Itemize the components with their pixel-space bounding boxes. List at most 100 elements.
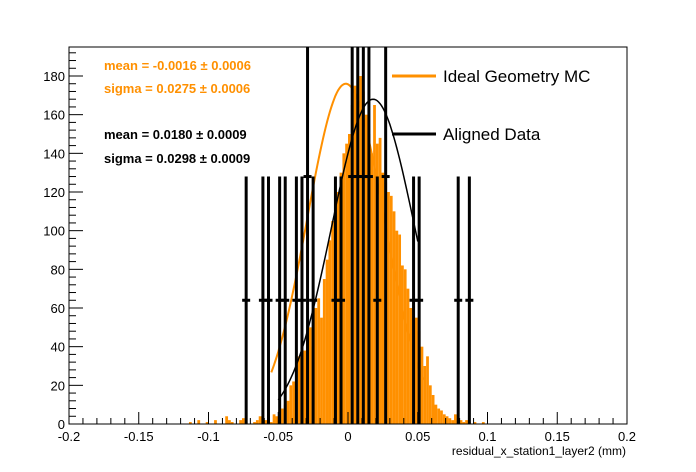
mc-bar [253, 422, 256, 424]
data-fit-curve [277, 98, 419, 401]
mc-bar [406, 288, 410, 424]
mc-bar [286, 400, 290, 424]
mc-bar [331, 221, 335, 424]
mc-bar [225, 416, 229, 424]
x-axis: -0.2 -0.15 -0.1 -0.05 0 0.05 0.1 0.15 0.2 [58, 412, 636, 444]
mc-bar [426, 356, 429, 424]
y-tick-label: 0 [58, 417, 65, 432]
mc-bar [389, 195, 393, 424]
mc-bar [314, 308, 318, 424]
mc-bar [228, 420, 231, 424]
mc-bar [437, 408, 441, 424]
x-tick-label: -0.1 [197, 429, 219, 444]
mc-bar [275, 416, 279, 424]
mc-bar [473, 422, 477, 424]
data-histogram [242, 47, 474, 424]
mc-bar [308, 327, 312, 424]
mc-bar [448, 418, 452, 424]
y-axis: 0 20 40 60 80 100 120 140 160 180 [43, 52, 83, 432]
mc-bar [381, 172, 385, 424]
legend-mc-label: Ideal Geometry MC [443, 67, 590, 86]
x-tick-label: 0 [344, 429, 351, 444]
data-mean-label: mean = 0.0180 ± 0.0009 [104, 127, 247, 142]
mc-bar [359, 76, 362, 424]
y-tick-label: 120 [43, 185, 65, 200]
x-tick-label: 0.15 [545, 429, 570, 444]
mc-bar [317, 298, 321, 424]
mc-bar [364, 114, 368, 425]
mc-bar [451, 420, 455, 424]
mc-bar [230, 422, 234, 424]
mc-bar [481, 422, 485, 424]
mc-bar [445, 416, 449, 424]
mc-bar [320, 317, 323, 424]
x-axis-title: residual_x_station1_layer2 (mm) [452, 444, 626, 458]
mc-bar [428, 385, 432, 424]
mc-bar [264, 420, 268, 424]
mc-bar [188, 422, 192, 424]
x-tick-label: -0.15 [124, 429, 154, 444]
mc-bar [409, 308, 413, 424]
mc-bar [345, 143, 348, 424]
mc-bar [325, 259, 329, 424]
mc-bar [239, 420, 242, 424]
mc-bar [281, 408, 284, 424]
x-tick-label: -0.2 [58, 429, 80, 444]
mc-bar [289, 385, 293, 424]
mc-bar [378, 137, 382, 424]
x-tick-label: -0.05 [263, 429, 293, 444]
mc-bar [297, 356, 301, 424]
mc-bar [258, 416, 262, 424]
mc-bar [465, 420, 468, 424]
mc-bar [336, 192, 340, 424]
y-tick-label: 80 [51, 262, 65, 277]
legend-data-label: Aligned Data [443, 125, 541, 144]
mc-bar [395, 230, 399, 424]
mc-bar [403, 269, 407, 424]
y-tick-label: 100 [43, 224, 65, 239]
mc-bar [353, 85, 357, 425]
mc-mean-label: mean = -0.0016 ± 0.0006 [104, 58, 251, 73]
mc-bar [197, 420, 201, 424]
mc-bar [431, 395, 435, 424]
y-tick-label: 140 [43, 146, 65, 161]
mc-bar [272, 414, 276, 424]
mc-bar [423, 366, 427, 424]
mc-bar [303, 350, 307, 424]
y-tick-label: 60 [51, 301, 65, 316]
data-sigma-label: sigma = 0.0298 ± 0.0009 [104, 151, 250, 166]
mc-bar [255, 420, 259, 424]
mc-bar [373, 105, 376, 424]
mc-bar [269, 422, 273, 424]
mc-bar [459, 420, 463, 424]
mc-bar [370, 153, 374, 425]
y-tick-label: 160 [43, 108, 65, 123]
mc-bar [292, 381, 295, 424]
x-tick-label: 0.05 [405, 429, 430, 444]
mc-bar [401, 265, 404, 424]
mc-bar [398, 234, 402, 424]
y-tick-label: 40 [51, 340, 65, 355]
x-tick-label: 0.1 [478, 429, 496, 444]
x-tick-label: 0.2 [618, 429, 636, 444]
mc-bar [414, 317, 418, 424]
mc-bar [205, 422, 209, 424]
y-tick-label: 180 [43, 69, 65, 84]
mc-sigma-label: sigma = 0.0275 ± 0.0006 [104, 81, 250, 96]
mc-bar [328, 240, 332, 424]
mc-bar [387, 192, 390, 424]
mc-bar [348, 134, 351, 424]
mc-bar [420, 346, 424, 424]
mc-bar [462, 422, 466, 424]
y-tick-label: 20 [51, 378, 65, 393]
mc-bar [434, 404, 438, 424]
mc-bar [440, 410, 443, 424]
mc-bar [392, 211, 396, 424]
legend: Ideal Geometry MC Aligned Data [392, 67, 590, 144]
mc-bar [241, 418, 245, 424]
mc-bar [322, 279, 326, 424]
mc-bar [454, 414, 457, 424]
mc-bar [442, 414, 446, 424]
mc-bar [342, 153, 346, 425]
